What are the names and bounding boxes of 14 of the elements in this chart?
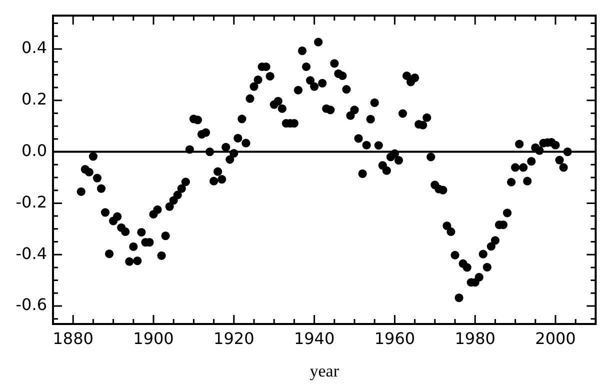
x-tick-label: 2000 [535,328,576,348]
x-axis-title: year [310,361,340,380]
y-tick-label: 0.0 [22,140,47,160]
y-tick-label: 0.4 [22,38,47,58]
x-tick-label: 1980 [454,328,496,348]
x-tick-label: 1880 [52,328,94,348]
x-tick-label: 1960 [374,328,416,348]
y-tick-label: 0.2 [22,90,47,109]
x-tick-label: 1940 [294,328,335,348]
y-tick-label: -0.6 [16,295,47,314]
x-tick-label: 1920 [214,328,254,348]
y-tick-label: -0.2 [16,192,47,212]
y-tick-label: -0.4 [16,244,47,263]
x-tick-label: 1900 [133,328,174,348]
